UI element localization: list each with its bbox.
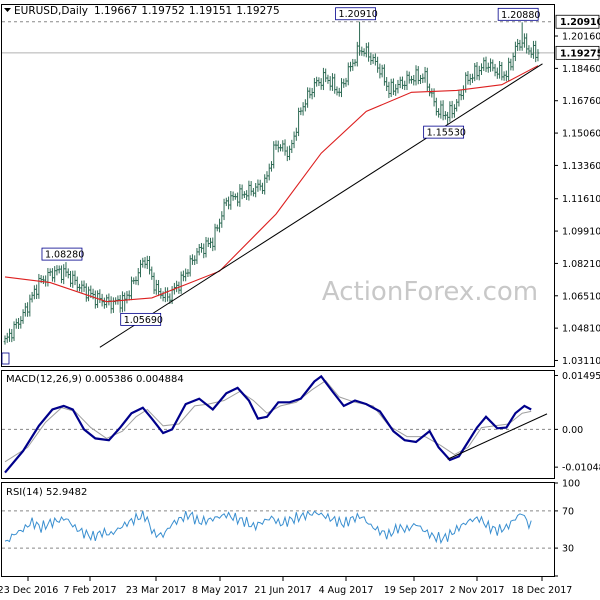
x-tick-label: 2 Nov 2017 bbox=[450, 585, 505, 596]
x-tick-label: 21 Jun 2017 bbox=[254, 585, 311, 596]
x-tick-label: 8 May 2017 bbox=[192, 585, 248, 596]
price-axis: 1.20160 1.18460 1.16760 1.15060 1.13360 1.116… bbox=[554, 14, 600, 367]
annotation-1-05690: 1.05690 bbox=[120, 312, 163, 326]
macd-y-tick-label: -0.010488 bbox=[562, 463, 600, 474]
price-y-tick-label: 1.11610 bbox=[562, 194, 600, 205]
annotation-1-08280: 1.08280 bbox=[41, 247, 84, 261]
price-y-tick-label: 1.06510 bbox=[562, 291, 600, 302]
annotation-1-15530: 1.15530 bbox=[423, 125, 466, 139]
x-tick-label: 23 Dec 2016 bbox=[0, 585, 58, 596]
price-lines bbox=[4, 63, 543, 348]
ohlc-open: 1.19667 bbox=[94, 5, 137, 17]
annotation-label: 1.05690 bbox=[124, 315, 163, 326]
top-level-tag: 1.20910 bbox=[560, 17, 600, 28]
price-y-tick-label: 1.15060 bbox=[562, 129, 600, 140]
x-tick-label: 19 Sep 2017 bbox=[384, 585, 444, 596]
chart-title: EURUSD,Daily 1.19667 1.19752 1.19151 1.19275 bbox=[14, 5, 280, 17]
price-y-tick-label: 1.20160 bbox=[562, 32, 600, 43]
price-panel-frame bbox=[1, 4, 555, 367]
x-tick-label: 23 Mar 2017 bbox=[126, 585, 186, 596]
rsi-y-tick-label: 70 bbox=[562, 506, 574, 517]
rsi-layer: 100 70 30 bbox=[2, 479, 580, 577]
price-y-tick-label: 1.18460 bbox=[562, 64, 600, 75]
ohlc-bar bbox=[536, 49, 540, 62]
rsi-panel-frame bbox=[1, 482, 555, 577]
annotation-label: 1.08280 bbox=[45, 250, 84, 261]
offscreen-annotation-box bbox=[1, 352, 10, 365]
moving-average-line bbox=[4, 65, 539, 303]
price-y-tick-label: 1.08210 bbox=[562, 259, 600, 270]
price-guides bbox=[2, 21, 554, 54]
rsi-line bbox=[4, 510, 532, 545]
price-annotations: 1.08280 1.05690 1.20910 1.15530 1.20880 bbox=[1, 7, 540, 365]
annotation-1-20880: 1.20880 bbox=[497, 7, 540, 21]
ohlc-low: 1.19151 bbox=[189, 5, 232, 17]
price-y-tick-label: 1.03110 bbox=[562, 356, 600, 367]
x-axis: 23 Dec 2016 7 Feb 2017 23 Mar 2017 8 May 20… bbox=[0, 577, 572, 596]
ohlc-close: 1.19275 bbox=[236, 5, 279, 17]
price-y-tick-label: 1.13360 bbox=[562, 161, 600, 172]
price-bars bbox=[3, 21, 540, 345]
macd-trendline bbox=[447, 413, 548, 460]
annotation-label: 1.20910 bbox=[339, 9, 378, 20]
macd-layer: 0.014956 0.00 -0.010488 bbox=[2, 371, 600, 474]
ohlc-high: 1.19752 bbox=[141, 5, 184, 17]
title-symbol: EURUSD,Daily bbox=[14, 5, 88, 17]
current-price-tag-box bbox=[555, 45, 600, 60]
macd-panel-frame bbox=[1, 370, 555, 479]
macd-y-tick-label: 0.014956 bbox=[562, 371, 600, 382]
price-y-tick-label: 1.09910 bbox=[562, 227, 600, 238]
rsi-y-tick-label: 30 bbox=[562, 544, 574, 555]
top-level-tag-box bbox=[555, 14, 600, 29]
rsi-y-tick-label: 100 bbox=[562, 479, 580, 490]
x-tick-label: 7 Feb 2017 bbox=[63, 585, 116, 596]
annotation-label: 1.20880 bbox=[501, 10, 540, 21]
price-y-tick-label: 1.04810 bbox=[562, 324, 600, 335]
dropdown-triangle-icon[interactable] bbox=[4, 8, 11, 12]
current-price-tag: 1.19275 bbox=[560, 48, 600, 59]
macd-main-line bbox=[4, 374, 532, 474]
annotation-1-20910: 1.20910 bbox=[335, 7, 378, 20]
price-trendline bbox=[99, 63, 543, 348]
annotation-label: 1.15530 bbox=[427, 128, 466, 139]
x-tick-label: 18 Dec 2017 bbox=[512, 585, 573, 596]
macd-title: MACD(12,26,9) 0.005386 0.004884 bbox=[6, 374, 184, 385]
rsi-title: RSI(14) 52.9482 bbox=[6, 487, 87, 498]
price-y-tick-label: 1.16760 bbox=[562, 96, 600, 107]
watermark: ActionForex.com bbox=[322, 277, 538, 307]
macd-y-tick-label: 0.00 bbox=[562, 425, 583, 436]
x-tick-label: 4 Aug 2017 bbox=[319, 585, 374, 596]
